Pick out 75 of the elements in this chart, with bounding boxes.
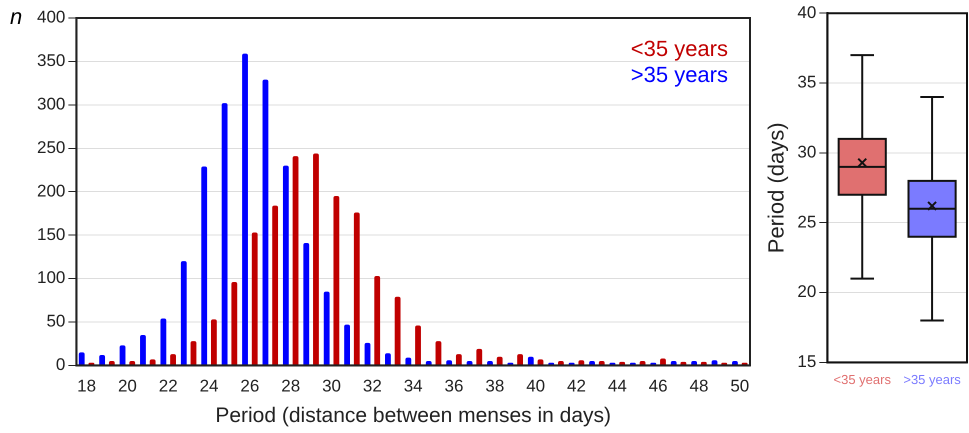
bar	[303, 242, 310, 365]
bar	[324, 292, 330, 365]
y-tick-label: 20	[797, 282, 816, 302]
bar	[333, 196, 340, 365]
bar	[201, 166, 208, 365]
bar	[170, 354, 176, 365]
y-tick-label: 350	[36, 51, 66, 70]
bar	[190, 341, 196, 365]
bar	[99, 354, 106, 365]
x-tick-label: 40	[526, 376, 546, 396]
bar	[242, 54, 248, 365]
x-tick-label: 26	[240, 376, 260, 396]
x-tick-label: 46	[648, 376, 668, 396]
bar	[292, 156, 298, 365]
bar	[517, 354, 524, 365]
y-tick-label: 25	[797, 212, 816, 232]
x-tick-label: 34	[404, 376, 423, 396]
y-tick-label: 100	[36, 268, 66, 288]
bar	[252, 232, 258, 365]
bar	[354, 212, 360, 365]
y-tick-label: 35	[797, 72, 816, 92]
x-tick-label: 24	[200, 376, 219, 396]
x-tick-label: 50	[730, 376, 750, 396]
y-tick-label: 150	[36, 224, 66, 244]
bar	[528, 356, 534, 365]
bar	[313, 153, 319, 365]
bar	[456, 354, 462, 365]
y-tick-label: 40	[797, 2, 816, 22]
bar	[344, 324, 350, 365]
y-tick-label: 30	[797, 142, 816, 162]
x-tick-label: 32	[362, 376, 382, 396]
x-tick-label: 20	[118, 376, 137, 396]
x-tick-label: 28	[281, 376, 300, 396]
bar	[140, 335, 146, 365]
text: <35 years	[630, 36, 728, 62]
y-axis-title: n	[10, 4, 22, 30]
x-tick-label: 38	[485, 376, 504, 396]
x-tick-label: 44	[608, 376, 627, 396]
y-tick-label: 15	[797, 352, 816, 372]
text: >35 years	[630, 62, 728, 88]
bar	[415, 325, 421, 365]
bar	[272, 206, 278, 365]
x-tick-label: >35 years	[903, 372, 962, 387]
bar	[385, 353, 391, 365]
x-tick-label: 18	[77, 376, 96, 396]
y-axis-title: Period (days)	[763, 122, 788, 254]
bar	[222, 103, 228, 365]
bar	[180, 261, 187, 365]
bar	[120, 345, 126, 365]
bar	[78, 352, 85, 365]
x-tick-label: 30	[322, 376, 341, 396]
bar	[476, 348, 482, 365]
bar	[394, 296, 401, 365]
y-tick-label: 250	[36, 138, 66, 157]
bar	[405, 358, 412, 365]
x-tick-label: <35 years	[834, 372, 892, 387]
y-tick-label: 0	[56, 355, 66, 374]
x-axis-title: Period (distance between menses in days)	[215, 404, 612, 428]
bar	[282, 166, 289, 365]
bar	[231, 282, 238, 365]
y-tick-label: 200	[36, 181, 66, 200]
y-tick-label: 50	[46, 312, 66, 331]
bar	[436, 341, 442, 365]
bar	[374, 276, 380, 365]
bar	[262, 80, 268, 365]
x-tick-label: 22	[158, 376, 178, 396]
y-tick-label: 400	[36, 8, 66, 27]
bar	[160, 318, 166, 365]
x-tick-label: 36	[444, 376, 464, 396]
x-tick-label: 48	[690, 376, 708, 396]
bar	[496, 356, 503, 365]
bar	[210, 319, 217, 365]
bar	[364, 342, 370, 365]
y-tick-label: 300	[36, 94, 66, 114]
x-tick-label: 42	[567, 376, 586, 396]
